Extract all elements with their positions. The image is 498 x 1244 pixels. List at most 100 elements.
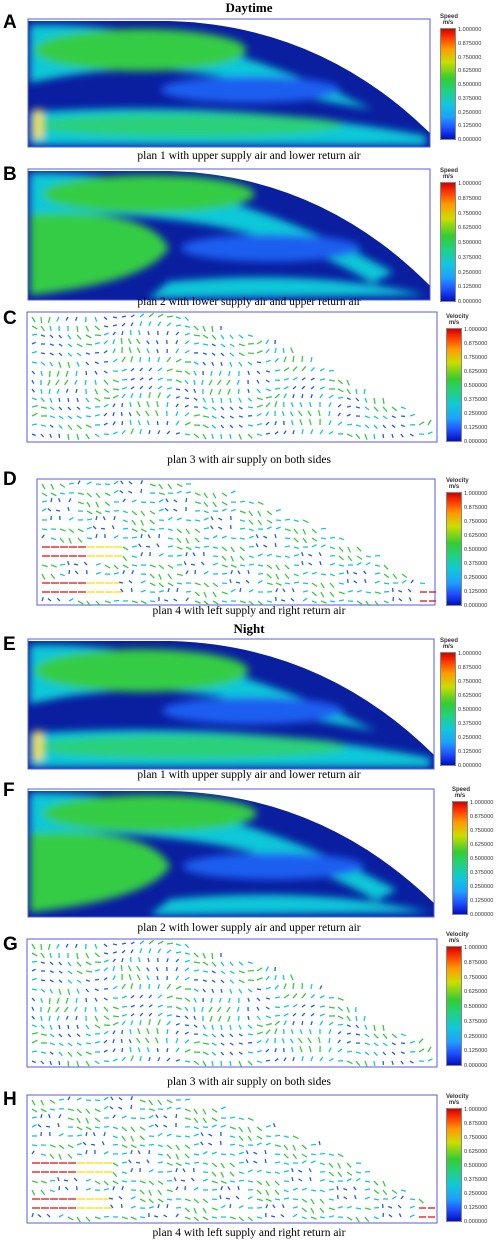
legend-unit: m/s [454,793,466,799]
velocity-arrow [265,411,270,417]
velocity-arrow [104,501,111,507]
velocity-arrow [103,316,108,321]
velocity-arrow [49,961,54,966]
velocity-arrow [211,1171,217,1177]
velocity-arrow [257,510,262,517]
velocity-arrow [247,1060,253,1066]
velocity-arrow [103,325,109,328]
velocity-arrow [55,509,61,512]
velocity-arrow [157,321,162,327]
velocity-arrow [220,1186,223,1191]
velocity-arrow [127,965,132,972]
velocity-arrow [112,411,115,417]
velocity-arrow [265,402,271,408]
velocity-arrow [185,597,189,602]
velocity-arrow [328,1198,335,1201]
velocity-arrow [41,508,47,512]
legend-color-bar [446,1108,462,1222]
velocity-arrow [346,1024,351,1028]
velocity-arrow [185,491,192,494]
velocity-arrow [176,490,182,494]
velocity-arrow [274,1134,281,1137]
velocity-arrow [356,562,362,566]
velocity-arrow [103,943,108,948]
velocity-arrow [157,377,163,381]
velocity-arrow [266,519,273,524]
velocity-arrow [238,1216,244,1222]
velocity-arrow [308,1029,312,1035]
velocity-arrow [237,570,241,575]
velocity-arrow [120,411,123,417]
velocity-arrow [121,368,127,372]
velocity-arrow [139,1055,142,1062]
velocity-arrow [318,552,322,557]
velocity-arrow [193,379,196,386]
velocity-arrow [263,535,268,539]
velocity-arrow [92,1132,96,1137]
velocity-arrow [146,1159,150,1164]
legend-tick-label: 0.500000 [458,240,482,246]
velocity-arrow [58,1051,63,1057]
velocity-arrow [121,322,126,327]
velocity-arrow [310,1207,315,1214]
velocity-arrow [283,1135,289,1139]
velocity-arrow [184,404,189,408]
velocity-arrow [265,379,270,383]
velocity-arrow [184,959,190,963]
velocity-arrow [58,988,62,995]
velocity-arrow [274,1058,279,1062]
velocity-arrow [248,600,254,606]
velocity-arrow [317,410,321,417]
velocity-arrow [221,572,228,575]
velocity-arrow [49,1033,55,1038]
velocity-arrow [299,1029,303,1035]
velocity-arrow [355,1033,361,1036]
velocity-arrow [68,482,75,485]
velocity-arrow [239,537,245,540]
velocity-arrow [282,347,285,354]
velocity-arrow [336,1185,339,1191]
velocity-arrow [211,361,215,366]
velocity-arrow [104,510,111,513]
velocity-arrow [217,388,222,395]
velocity-vector-plot-g [26,938,438,1068]
velocity-arrow [265,1204,269,1209]
velocity-arrow [149,501,156,504]
velocity-arrow [158,590,164,593]
velocity-arrow [59,563,66,566]
velocity-arrow [328,1171,334,1177]
velocity-arrow [145,1037,150,1044]
legend-tick-label: 0.875000 [464,1121,488,1127]
velocity-arrow [284,582,291,585]
velocity-arrow [128,480,133,485]
velocity-arrow [139,940,145,945]
velocity-arrow [338,599,345,602]
velocity-arrow [328,430,334,435]
velocity-arrow [166,942,174,945]
velocity-arrow [229,397,232,404]
velocity-arrow [130,1144,137,1149]
velocity-arrow [158,492,165,496]
velocity-arrow [221,501,228,506]
velocity-arrow [310,1189,317,1192]
velocity-arrow [202,979,207,983]
velocity-arrow [265,1015,271,1019]
velocity-arrow [220,352,225,357]
velocity-arrow [347,555,353,562]
velocity-arrow [284,564,290,570]
velocity-arrow [265,1023,272,1026]
velocity-arrow [58,961,62,966]
velocity-arrow [157,1180,164,1185]
velocity-arrow [264,1158,267,1164]
velocity-arrow [409,1205,415,1209]
velocity-arrow [193,342,200,345]
velocity-arrow [50,497,53,503]
velocity-arrow [148,429,151,435]
velocity-arrow [185,537,190,544]
velocity-arrow [76,334,82,340]
velocity-arrow [31,1116,38,1119]
velocity-arrow [193,1186,199,1191]
velocity-arrow [239,527,246,530]
velocity-arrow [256,1142,262,1146]
velocity-arrow [347,546,351,553]
